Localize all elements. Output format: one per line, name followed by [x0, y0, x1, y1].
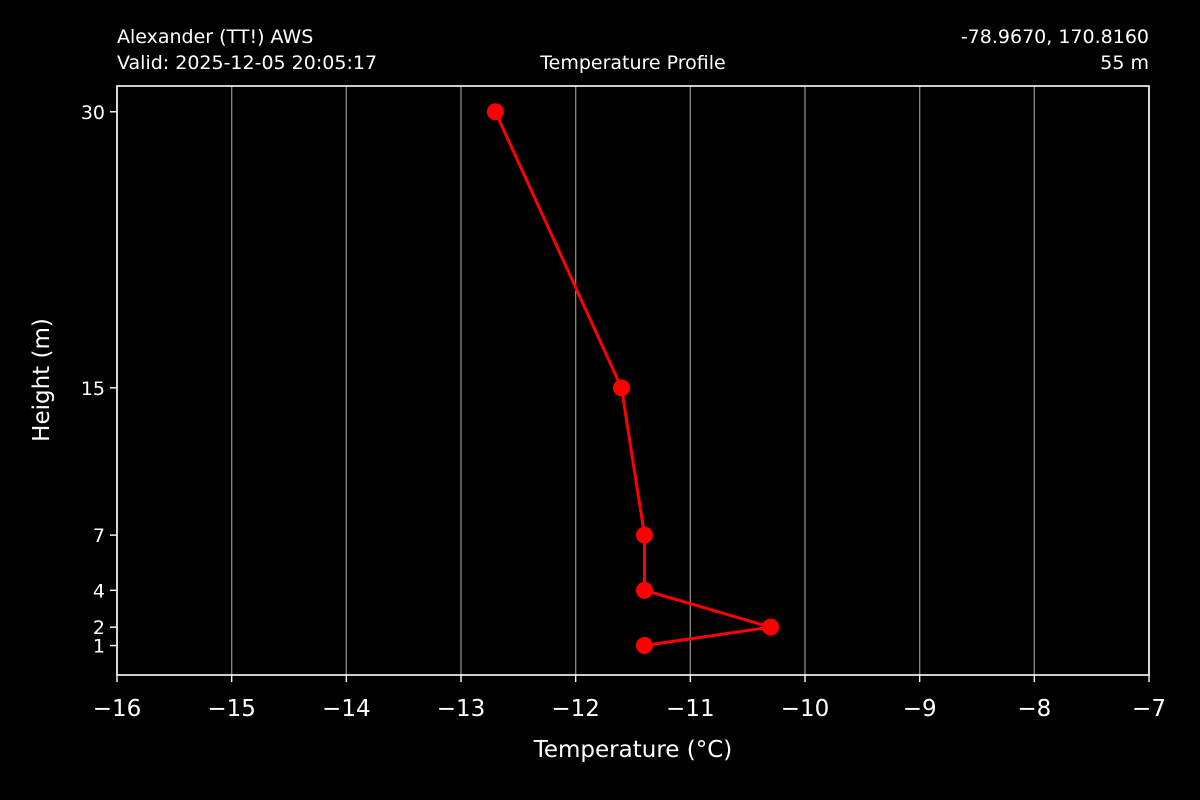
temperature-series [486, 103, 780, 655]
data-point [486, 103, 504, 121]
x-tick-label: −7 [1132, 696, 1166, 722]
x-tick-label: −10 [781, 696, 830, 722]
y-tick-label: 1 [93, 636, 105, 658]
data-point [613, 379, 631, 397]
x-axis-label: Temperature (°C) [533, 737, 733, 763]
y-tick-label: 2 [93, 617, 105, 639]
x-tick-label: −14 [322, 696, 371, 722]
y-axis-ticks: 12 4 7 15 30 [81, 102, 117, 658]
y-tick-label: 4 [93, 580, 105, 602]
data-point [635, 526, 653, 544]
x-tick-label: −13 [437, 696, 486, 722]
data-point [635, 637, 653, 655]
data-point [635, 581, 653, 599]
valid-time: Valid: 2025-12-05 20:05:17 [117, 52, 377, 74]
x-tick-label: −15 [207, 696, 256, 722]
chart-title: Temperature Profile [539, 52, 725, 74]
y-tick-label: 7 [93, 525, 105, 547]
plot-frame [116, 85, 1150, 676]
y-axis-label: Height (m) [29, 318, 55, 442]
x-tick-label: −9 [903, 696, 937, 722]
y-tick-label: 15 [81, 378, 105, 400]
x-tick-label: −11 [666, 696, 715, 722]
series-line [494, 111, 773, 647]
station-coordinates: -78.9670, 170.8160 [961, 26, 1149, 48]
station-elevation: 55 m [1100, 52, 1149, 74]
data-point [762, 618, 780, 636]
x-tick-label: −8 [1017, 696, 1051, 722]
x-tick-label: −16 [93, 696, 142, 722]
x-axis-ticks: −16 −15 −14 −13 −12 −11 −10 −9 −8 −7 [93, 675, 1166, 722]
x-tick-label: −12 [551, 696, 600, 722]
station-name: Alexander (TT!) AWS [117, 26, 313, 48]
y-tick-label: 30 [81, 102, 105, 124]
